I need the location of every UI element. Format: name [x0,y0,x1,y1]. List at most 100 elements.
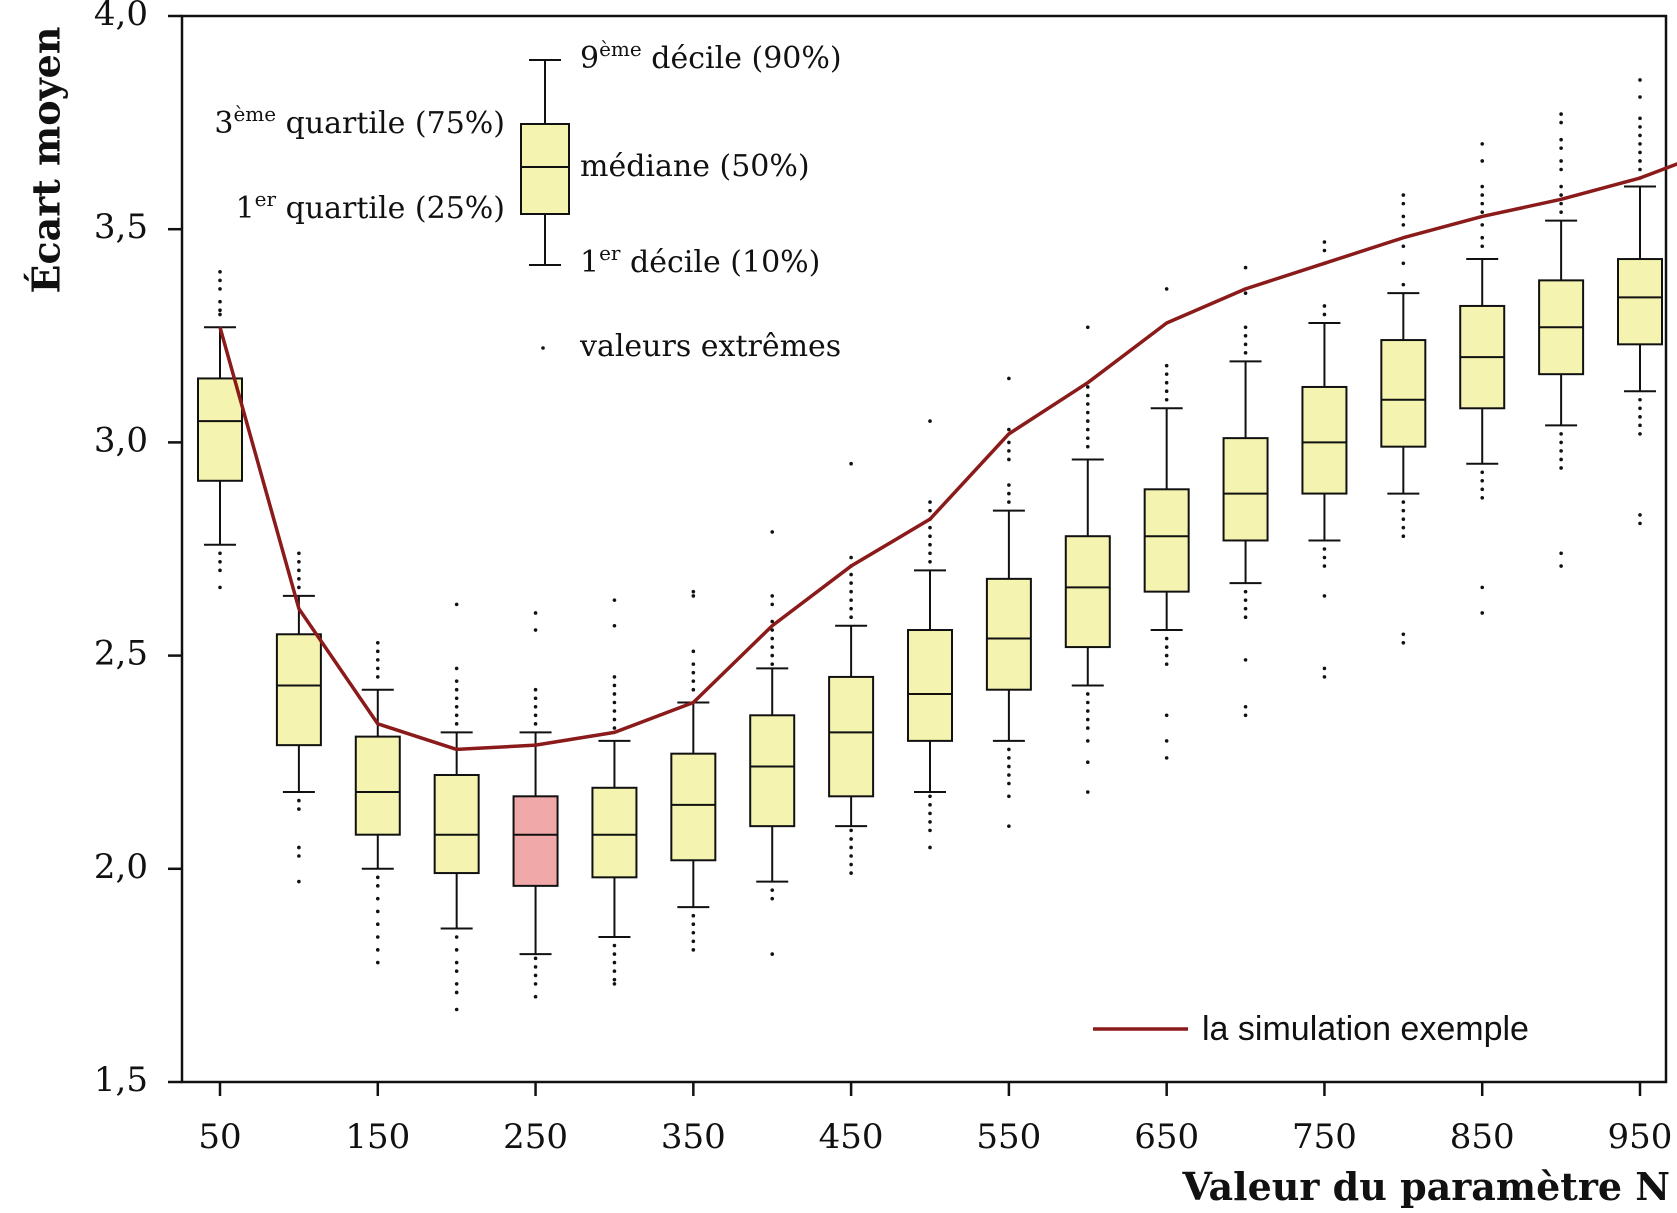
outlier-point-400-11 [770,952,775,956]
outlier-point-650-0 [1164,287,1169,291]
outlier-point-450-14 [849,871,853,875]
box-body-100 [275,633,322,747]
outlier-point-200-13 [454,990,459,995]
outlier-point-950-10 [1638,397,1642,402]
outlier-point-250-2 [533,687,538,692]
outlier-point-800-11 [1401,534,1406,539]
outlier-point-250-11 [533,994,538,999]
outlier-point-850-9 [1480,470,1485,475]
key-decile1: 1er décile (10%) [580,241,820,280]
outlier-point-950-12 [1638,415,1642,419]
outlier-point-750-7 [1322,564,1327,568]
outlier-point-950-16 [1638,521,1642,526]
outlier-point-300-13 [612,977,617,982]
outlier-point-750-0 [1322,240,1327,244]
outlier-point-550-8 [1007,747,1011,752]
outlier-point-800-12 [1401,632,1406,637]
outlier-point-500-12 [928,820,932,824]
outlier-point-50-7 [218,559,222,564]
outlier-point-850-10 [1480,478,1485,483]
outlier-point-150-8 [375,909,380,914]
key-q3-rest: quartile (75%) [276,106,505,141]
outlier-point-900-11 [1559,440,1563,445]
outlier-point-350-1 [691,594,696,598]
outlier-point-950-11 [1638,406,1642,411]
outlier-point-250-7 [533,956,538,961]
outlier-point-550-14 [1007,824,1011,828]
simulation-line-0 [218,162,1677,752]
box-450 [828,624,875,828]
outlier-point-400-10 [770,896,775,901]
outlier-point-450-12 [849,854,853,858]
outlier-point-450-9 [849,828,853,833]
outlier-point-900-7 [1559,193,1563,197]
box-key: 9ème décile (90%) 3ème quartile (75%) mé… [214,37,841,364]
outlier-point-950-13 [1638,423,1642,428]
box-body-150 [354,735,401,836]
outlier-point-600-10 [1085,700,1090,705]
outlier-point-800-7 [1401,500,1406,504]
outlier-point-650-10 [1164,713,1169,718]
outlier-point-100-5 [297,798,301,803]
outlier-point-100-1 [297,559,301,564]
outlier-point-200-2 [454,679,459,683]
outlier-point-50-9 [218,585,222,590]
outlier-point-250-3 [533,696,538,701]
outlier-point-800-13 [1401,641,1406,645]
outlier-point-800-8 [1401,508,1406,513]
outlier-point-100-7 [297,845,301,850]
outlier-point-600-6 [1085,427,1090,432]
outlier-point-400-0 [770,530,775,534]
box-900 [1538,219,1585,427]
outlier-point-200-3 [454,687,459,692]
outlier-point-500-5 [928,534,932,539]
box-150 [354,688,401,870]
outlier-point-650-4 [1164,389,1169,394]
outlier-point-150-3 [375,666,380,671]
outlier-point-300-0 [612,598,617,602]
box-body-750 [1301,385,1348,495]
outlier-point-350-9 [691,930,696,935]
outlier-point-300-2 [612,675,617,679]
outlier-points [218,78,1642,1012]
outlier-point-650-12 [1164,756,1169,760]
box-350 [670,701,717,909]
outlier-point-600-12 [1085,717,1090,722]
outlier-point-900-3 [1559,146,1563,150]
y-tick-label-2: 2,5 [94,634,148,674]
outlier-point-800-0 [1401,193,1406,197]
box-body-300 [591,786,638,879]
x-tick-label-0: 50 [198,1117,241,1157]
x-axis: 50 150 250 350 450 550 650 750 850 950 [198,1082,1672,1157]
outlier-point-850-4 [1480,201,1485,206]
outlier-point-550-0 [1007,376,1011,381]
outlier-point-700-2 [1243,325,1248,330]
outlier-point-200-14 [454,1007,459,1012]
x-tick-label-1: 150 [345,1117,410,1157]
outlier-point-550-6 [1007,491,1011,496]
outlier-point-950-15 [1638,513,1642,517]
outlier-point-950-3 [1638,125,1642,129]
outlier-point-250-9 [533,973,538,978]
y-tick-label-5: 4,0 [94,0,148,34]
y-tick-label-1: 2,0 [94,847,148,887]
outlier-point-550-10 [1007,764,1011,769]
outlier-point-950-7 [1638,159,1642,163]
box-body-800 [1380,339,1427,448]
outlier-point-900-5 [1559,167,1563,172]
box-950 [1617,185,1663,393]
outlier-point-250-10 [533,982,538,986]
outlier-point-800-10 [1401,525,1406,530]
outlier-point-700-1 [1243,291,1248,295]
box-body-350 [670,752,717,862]
outlier-point-950-8 [1638,167,1642,172]
outlier-point-950-5 [1638,142,1642,146]
outlier-point-850-0 [1480,142,1485,146]
outlier-point-450-6 [849,598,853,602]
outlier-point-150-10 [375,935,380,939]
box-800 [1380,292,1427,495]
outlier-point-450-5 [849,589,853,594]
outlier-point-900-1 [1559,120,1563,125]
outlier-point-150-12 [375,960,380,965]
outlier-point-500-7 [928,551,932,556]
